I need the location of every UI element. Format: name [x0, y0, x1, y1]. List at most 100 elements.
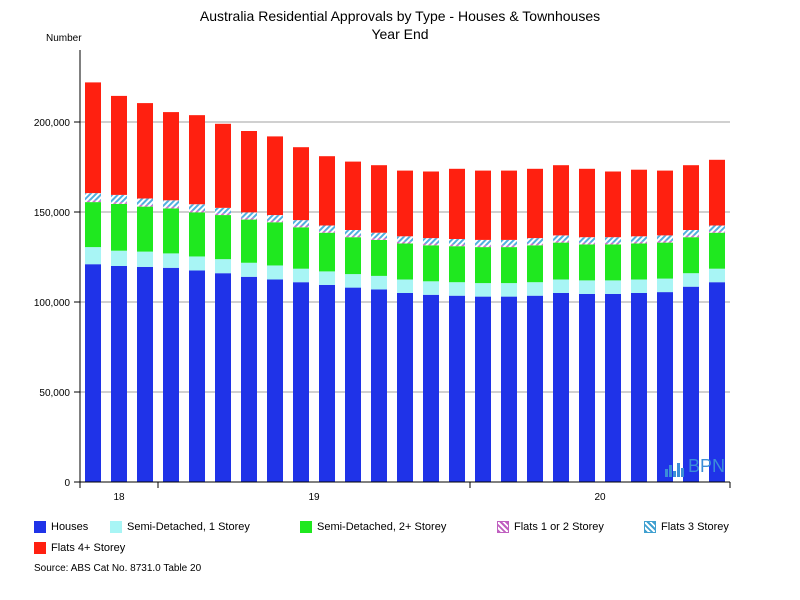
bar-flats-3-storey-3 [163, 200, 179, 207]
skyline-icon [665, 463, 684, 477]
bar-semi-detached-1-storey-19 [579, 280, 595, 294]
legend-semi-2: Semi-Detached, 2+ Storey [300, 521, 446, 533]
bar-flats-3-storey-21 [631, 236, 647, 242]
bar-flats-4-storey-18 [553, 165, 569, 236]
bar-semi-detached-2-storey-1 [111, 203, 127, 251]
bar-houses-13 [423, 294, 439, 482]
bar-flats-3-storey-19 [579, 237, 595, 243]
bar-semi-detached-2-storey-16 [501, 247, 517, 284]
bar-houses-24 [709, 282, 725, 482]
chart-title: Australia Residential Approvals by Type … [199, 8, 601, 24]
legend-swatch-houses [34, 521, 46, 533]
bar-semi-detached-1-storey-16 [501, 283, 517, 297]
bar-flats-1-or-2-storey-2 [137, 204, 153, 207]
bar-semi-detached-2-storey-4 [189, 212, 205, 257]
legend-label-houses: Houses [51, 521, 89, 533]
bar-houses-21 [631, 293, 647, 482]
legend-label-semi-2: Semi-Detached, 2+ Storey [317, 521, 447, 533]
bar-flats-1-or-2-storey-22 [657, 240, 673, 243]
bar-semi-detached-2-storey-24 [709, 232, 725, 269]
bar-flats-3-storey-7 [267, 215, 283, 221]
bar-flats-4-storey-4 [189, 115, 205, 205]
bar-houses-8 [293, 282, 309, 482]
bar-flats-3-storey-5 [215, 207, 231, 214]
bar-semi-detached-2-storey-13 [423, 245, 439, 282]
bar-houses-15 [475, 296, 491, 482]
bar-flats-4-storey-0 [85, 82, 101, 194]
bar-flats-3-storey-10 [345, 230, 361, 236]
bar-flats-4-storey-15 [475, 170, 491, 240]
bar-flats-1-or-2-storey-20 [605, 242, 621, 245]
legend-houses: Houses [34, 521, 88, 533]
bar-flats-4-storey-22 [657, 170, 673, 236]
legend-swatch-semi-1 [110, 521, 122, 533]
watermark-text: BPN [688, 456, 726, 476]
bar-flats-4-storey-12 [397, 170, 413, 237]
bar-flats-1-or-2-storey-1 [111, 202, 127, 204]
bar-flats-3-storey-9 [319, 225, 335, 231]
bar-houses-9 [319, 284, 335, 482]
bar-flats-4-storey-19 [579, 168, 595, 238]
bar-flats-4-storey-13 [423, 171, 439, 239]
bar-flats-4-storey-16 [501, 170, 517, 240]
legend-label-flats-3: Flats 3 Storey [661, 521, 729, 533]
bar-houses-19 [579, 293, 595, 482]
y-tick-label: 200,000 [34, 118, 71, 129]
bar-houses-17 [527, 295, 543, 482]
bar-flats-1-or-2-storey-17 [527, 243, 543, 246]
bar-semi-detached-1-storey-14 [449, 282, 465, 296]
bar-semi-detached-2-storey-5 [215, 215, 231, 260]
x-group-label: 19 [308, 492, 320, 503]
bar-flats-4-storey-5 [215, 123, 231, 208]
bar-flats-1-or-2-storey-21 [631, 241, 647, 244]
y-tick-label: 150,000 [34, 208, 71, 219]
bar-semi-detached-2-storey-22 [657, 242, 673, 279]
bar-flats-3-storey-22 [657, 235, 673, 241]
bar-houses-10 [345, 287, 361, 482]
bar-flats-1-or-2-storey-13 [423, 243, 439, 246]
legend-flats-3: Flats 3 Storey [644, 521, 729, 533]
bar-flats-3-storey-8 [293, 220, 309, 226]
bar-flats-4-storey-6 [241, 131, 257, 213]
legend-semi-1: Semi-Detached, 1 Storey [110, 521, 250, 533]
y-axis-label: Number [46, 33, 82, 44]
bar-houses-23 [683, 286, 699, 482]
bar-flats-1-or-2-storey-16 [501, 245, 517, 248]
bar-flats-4-storey-24 [709, 159, 725, 226]
bar-houses-18 [553, 293, 569, 482]
bar-flats-1-or-2-storey-23 [683, 235, 699, 238]
x-group-label: 18 [113, 492, 125, 503]
bar-semi-detached-2-storey-0 [85, 202, 101, 248]
bar-semi-detached-1-storey-3 [163, 253, 179, 268]
bar-flats-3-storey-17 [527, 238, 543, 244]
bar-semi-detached-2-storey-17 [527, 245, 543, 283]
bar-semi-detached-1-storey-15 [475, 283, 491, 297]
bar-flats-4-storey-21 [631, 169, 647, 237]
bar-flats-4-storey-17 [527, 168, 543, 239]
bar-semi-detached-1-storey-18 [553, 279, 569, 293]
bar-flats-1-or-2-storey-5 [215, 213, 231, 216]
bar-semi-detached-2-storey-11 [371, 239, 387, 276]
bar-semi-detached-1-storey-4 [189, 256, 205, 271]
legend-flats-4: Flats 4+ Storey [34, 542, 125, 554]
bar-flats-4-storey-9 [319, 156, 335, 226]
bar-flats-1-or-2-storey-3 [163, 206, 179, 209]
bar-flats-1-or-2-storey-12 [397, 241, 413, 244]
bar-semi-detached-2-storey-23 [683, 237, 699, 274]
bar-semi-detached-1-storey-21 [631, 279, 647, 293]
bar-semi-detached-1-storey-9 [319, 271, 335, 285]
bar-flats-3-storey-2 [137, 198, 153, 205]
bar-semi-detached-1-storey-7 [267, 265, 283, 280]
bar-flats-1-or-2-storey-10 [345, 235, 361, 238]
chart-subtitle: Year End [371, 26, 429, 42]
bar-flats-1-or-2-storey-9 [319, 230, 335, 233]
bar-flats-4-storey-1 [111, 95, 127, 195]
bar-semi-detached-2-storey-9 [319, 232, 335, 272]
bpn-watermark: BPN [664, 456, 725, 477]
bar-semi-detached-2-storey-14 [449, 246, 465, 283]
bar-flats-1-or-2-storey-6 [241, 217, 257, 220]
legend-swatch-flats-4 [34, 542, 46, 554]
bar-semi-detached-2-storey-7 [267, 222, 283, 266]
bar-houses-2 [137, 266, 153, 482]
